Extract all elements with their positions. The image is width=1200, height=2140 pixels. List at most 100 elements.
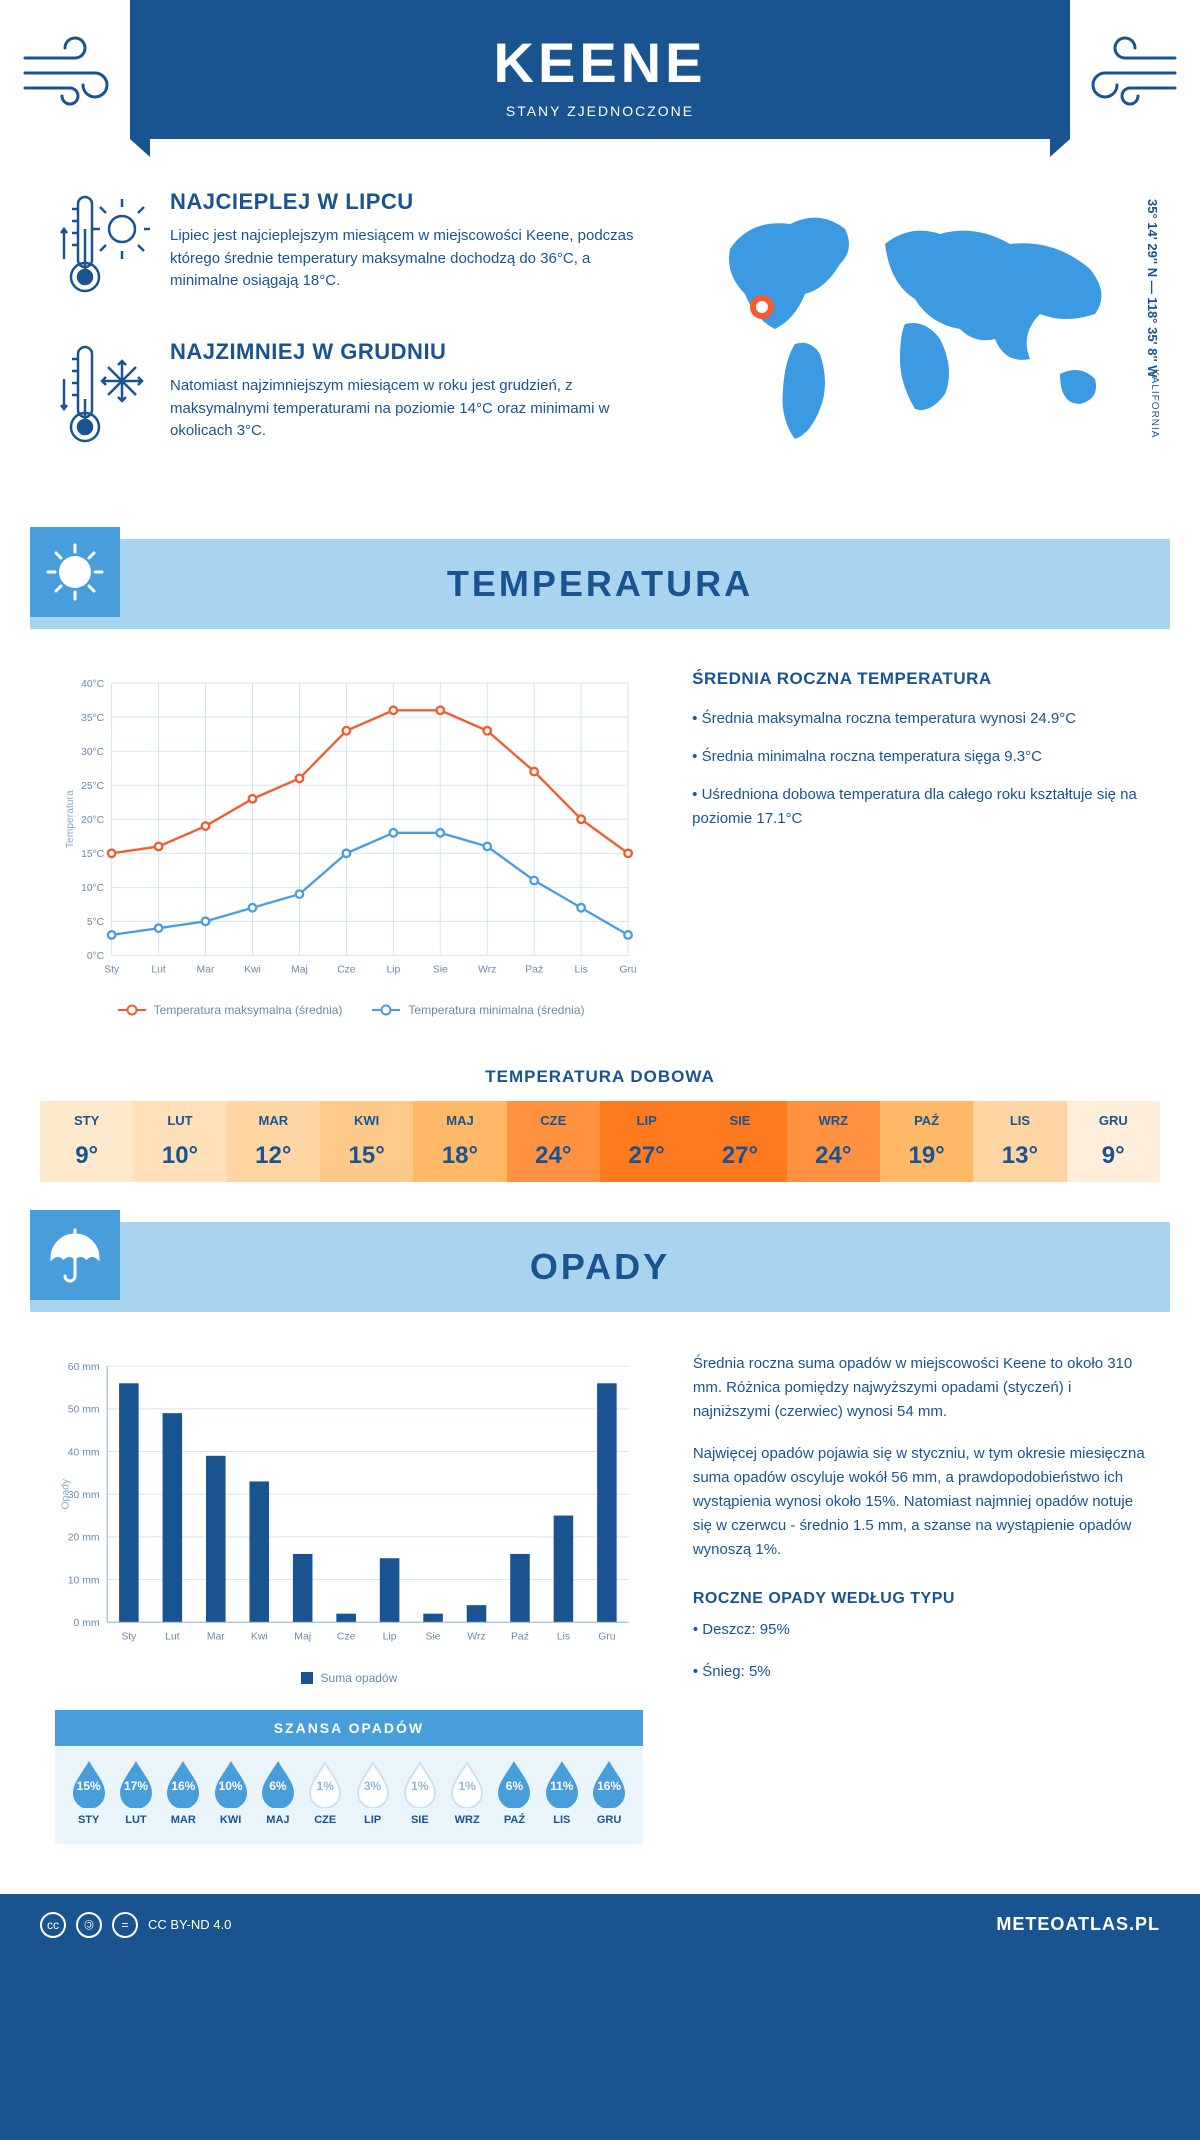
header-banner: KEENE STANY ZJEDNOCZONE — [130, 0, 1070, 139]
daily-month-label: WRZ — [787, 1113, 880, 1128]
daily-temp-value: 9° — [1067, 1142, 1160, 1170]
precip-info-p1: Średnia roczna suma opadów w miejscowośc… — [693, 1352, 1145, 1424]
chance-month-label: MAR — [160, 1814, 207, 1826]
cc-icon: cc — [40, 1912, 66, 1938]
svg-text:Lip: Lip — [386, 964, 400, 975]
chance-value: 16% — [171, 1779, 195, 1793]
raindrop-icon: 10% — [212, 1760, 250, 1808]
svg-text:30 mm: 30 mm — [68, 1490, 100, 1501]
svg-text:0 mm: 0 mm — [74, 1618, 100, 1629]
svg-text:Cze: Cze — [337, 964, 356, 975]
daily-temp-value: 10° — [133, 1142, 226, 1170]
daily-temp-value: 12° — [227, 1142, 320, 1170]
svg-text:10°C: 10°C — [81, 883, 105, 894]
chance-cell: 1% CZE — [302, 1760, 349, 1826]
precip-type-title: ROCZNE OPADY WEDŁUG TYPU — [693, 1590, 1145, 1608]
location-marker — [753, 298, 771, 316]
temp-bullet: • Średnia maksymalna roczna temperatura … — [692, 707, 1140, 731]
chance-value: 16% — [597, 1779, 621, 1793]
chance-month-label: LUT — [112, 1814, 159, 1826]
svg-text:50 mm: 50 mm — [68, 1405, 100, 1416]
daily-temp-value: 24° — [787, 1142, 880, 1170]
chance-cell: 1% SIE — [396, 1760, 443, 1826]
svg-text:0°C: 0°C — [87, 951, 105, 962]
svg-text:Wrz: Wrz — [467, 1632, 485, 1643]
svg-text:Kwi: Kwi — [251, 1632, 268, 1643]
legend-max-label: Temperatura maksymalna (średnia) — [154, 1003, 343, 1017]
precip-chance-box: SZANSA OPADÓW 15% STY 17% LUT — [55, 1710, 643, 1844]
legend-precip-label: Suma opadów — [321, 1671, 398, 1685]
chance-month-label: CZE — [302, 1814, 349, 1826]
raindrop-icon: 6% — [259, 1760, 297, 1808]
legend-min-label: Temperatura minimalna (średnia) — [408, 1003, 584, 1017]
daily-month-label: LUT — [133, 1113, 226, 1128]
precip-type-snow: • Śnieg: 5% — [693, 1660, 1145, 1684]
chance-cell: 1% WRZ — [444, 1760, 491, 1826]
daily-temp-value: 15° — [320, 1142, 413, 1170]
svg-text:15°C: 15°C — [81, 849, 105, 860]
country-name: STANY ZJEDNOCZONE — [130, 103, 1070, 119]
chance-value: 11% — [550, 1779, 573, 1793]
daily-temp-cell: MAJ 18° — [413, 1101, 506, 1182]
chance-cell: 6% PAŹ — [491, 1760, 538, 1826]
chance-cell: 11% LIS — [538, 1760, 585, 1826]
daily-month-label: PAŹ — [880, 1113, 973, 1128]
daily-temp-cell: SIE 27° — [693, 1101, 786, 1182]
raindrop-icon: 11% — [543, 1760, 581, 1808]
svg-text:20 mm: 20 mm — [68, 1533, 100, 1544]
temp-bullet: • Uśredniona dobowa temperatura dla całe… — [692, 783, 1140, 831]
svg-text:Wrz: Wrz — [478, 964, 496, 975]
svg-text:Lut: Lut — [151, 964, 165, 975]
daily-temp-value: 24° — [507, 1142, 600, 1170]
daily-temp-cell: GRU 9° — [1067, 1101, 1160, 1182]
temperature-chart: 0°C5°C10°C15°C20°C25°C30°C35°C40°CStyLut… — [60, 669, 642, 1017]
daily-temp-cell: STY 9° — [40, 1101, 133, 1182]
daily-month-label: LIS — [973, 1113, 1066, 1128]
chance-month-label: STY — [65, 1814, 112, 1826]
chance-month-label: PAŹ — [491, 1814, 538, 1826]
svg-text:Gru: Gru — [619, 964, 636, 975]
chance-cell: 17% LUT — [112, 1760, 159, 1826]
daily-temp-value: 13° — [973, 1142, 1066, 1170]
daily-temp-cell: WRZ 24° — [787, 1101, 880, 1182]
nd-icon: = — [112, 1912, 138, 1938]
svg-text:Lip: Lip — [383, 1632, 397, 1643]
fact-coldest: NAJZIMNIEJ W GRUDNIU Natomiast najzimnie… — [60, 339, 660, 454]
svg-text:Sty: Sty — [121, 1632, 137, 1643]
chance-cell: 3% LIP — [349, 1760, 396, 1826]
infographic-page: KEENE STANY ZJEDNOCZONE — [0, 0, 1200, 1956]
chance-value: 6% — [269, 1779, 286, 1793]
site-name: METEOATLAS.PL — [996, 1914, 1160, 1935]
precip-type-rain: • Deszcz: 95% — [693, 1618, 1145, 1642]
svg-text:Maj: Maj — [291, 964, 308, 975]
daily-month-label: SIE — [693, 1113, 786, 1128]
daily-temp-cell: LIS 13° — [973, 1101, 1066, 1182]
daily-month-label: KWI — [320, 1113, 413, 1128]
svg-text:Gru: Gru — [598, 1632, 616, 1643]
wind-icon — [1070, 28, 1180, 108]
fact-hot-text: Lipiec jest najcieplejszym miesiącem w m… — [170, 225, 660, 293]
daily-month-label: MAR — [227, 1113, 320, 1128]
license-text: CC BY-ND 4.0 — [148, 1917, 231, 1932]
raindrop-icon: 15% — [70, 1760, 108, 1808]
svg-text:5°C: 5°C — [87, 917, 105, 928]
precipitation-title: OPADY — [30, 1246, 1170, 1288]
daily-temp-cell: LUT 10° — [133, 1101, 226, 1182]
temp-info-title: ŚREDNIA ROCZNA TEMPERATURA — [692, 669, 1140, 689]
by-icon: 🄯 — [76, 1912, 102, 1938]
chance-value: 1% — [317, 1779, 334, 1793]
daily-month-label: LIP — [600, 1113, 693, 1128]
daily-temp-value: 27° — [600, 1142, 693, 1170]
chance-title: SZANSA OPADÓW — [55, 1710, 643, 1746]
daily-temp-cell: CZE 24° — [507, 1101, 600, 1182]
svg-text:30°C: 30°C — [81, 747, 105, 758]
svg-text:Paź: Paź — [511, 1632, 529, 1643]
svg-text:Paź: Paź — [525, 964, 543, 975]
chance-value: 15% — [77, 1779, 101, 1793]
svg-text:Temperatura: Temperatura — [65, 790, 76, 848]
daily-month-label: GRU — [1067, 1113, 1160, 1128]
chance-cell: 10% KWI — [207, 1760, 254, 1826]
daily-temp-cell: LIP 27° — [600, 1101, 693, 1182]
svg-text:Sie: Sie — [433, 964, 448, 975]
svg-text:25°C: 25°C — [81, 781, 105, 792]
